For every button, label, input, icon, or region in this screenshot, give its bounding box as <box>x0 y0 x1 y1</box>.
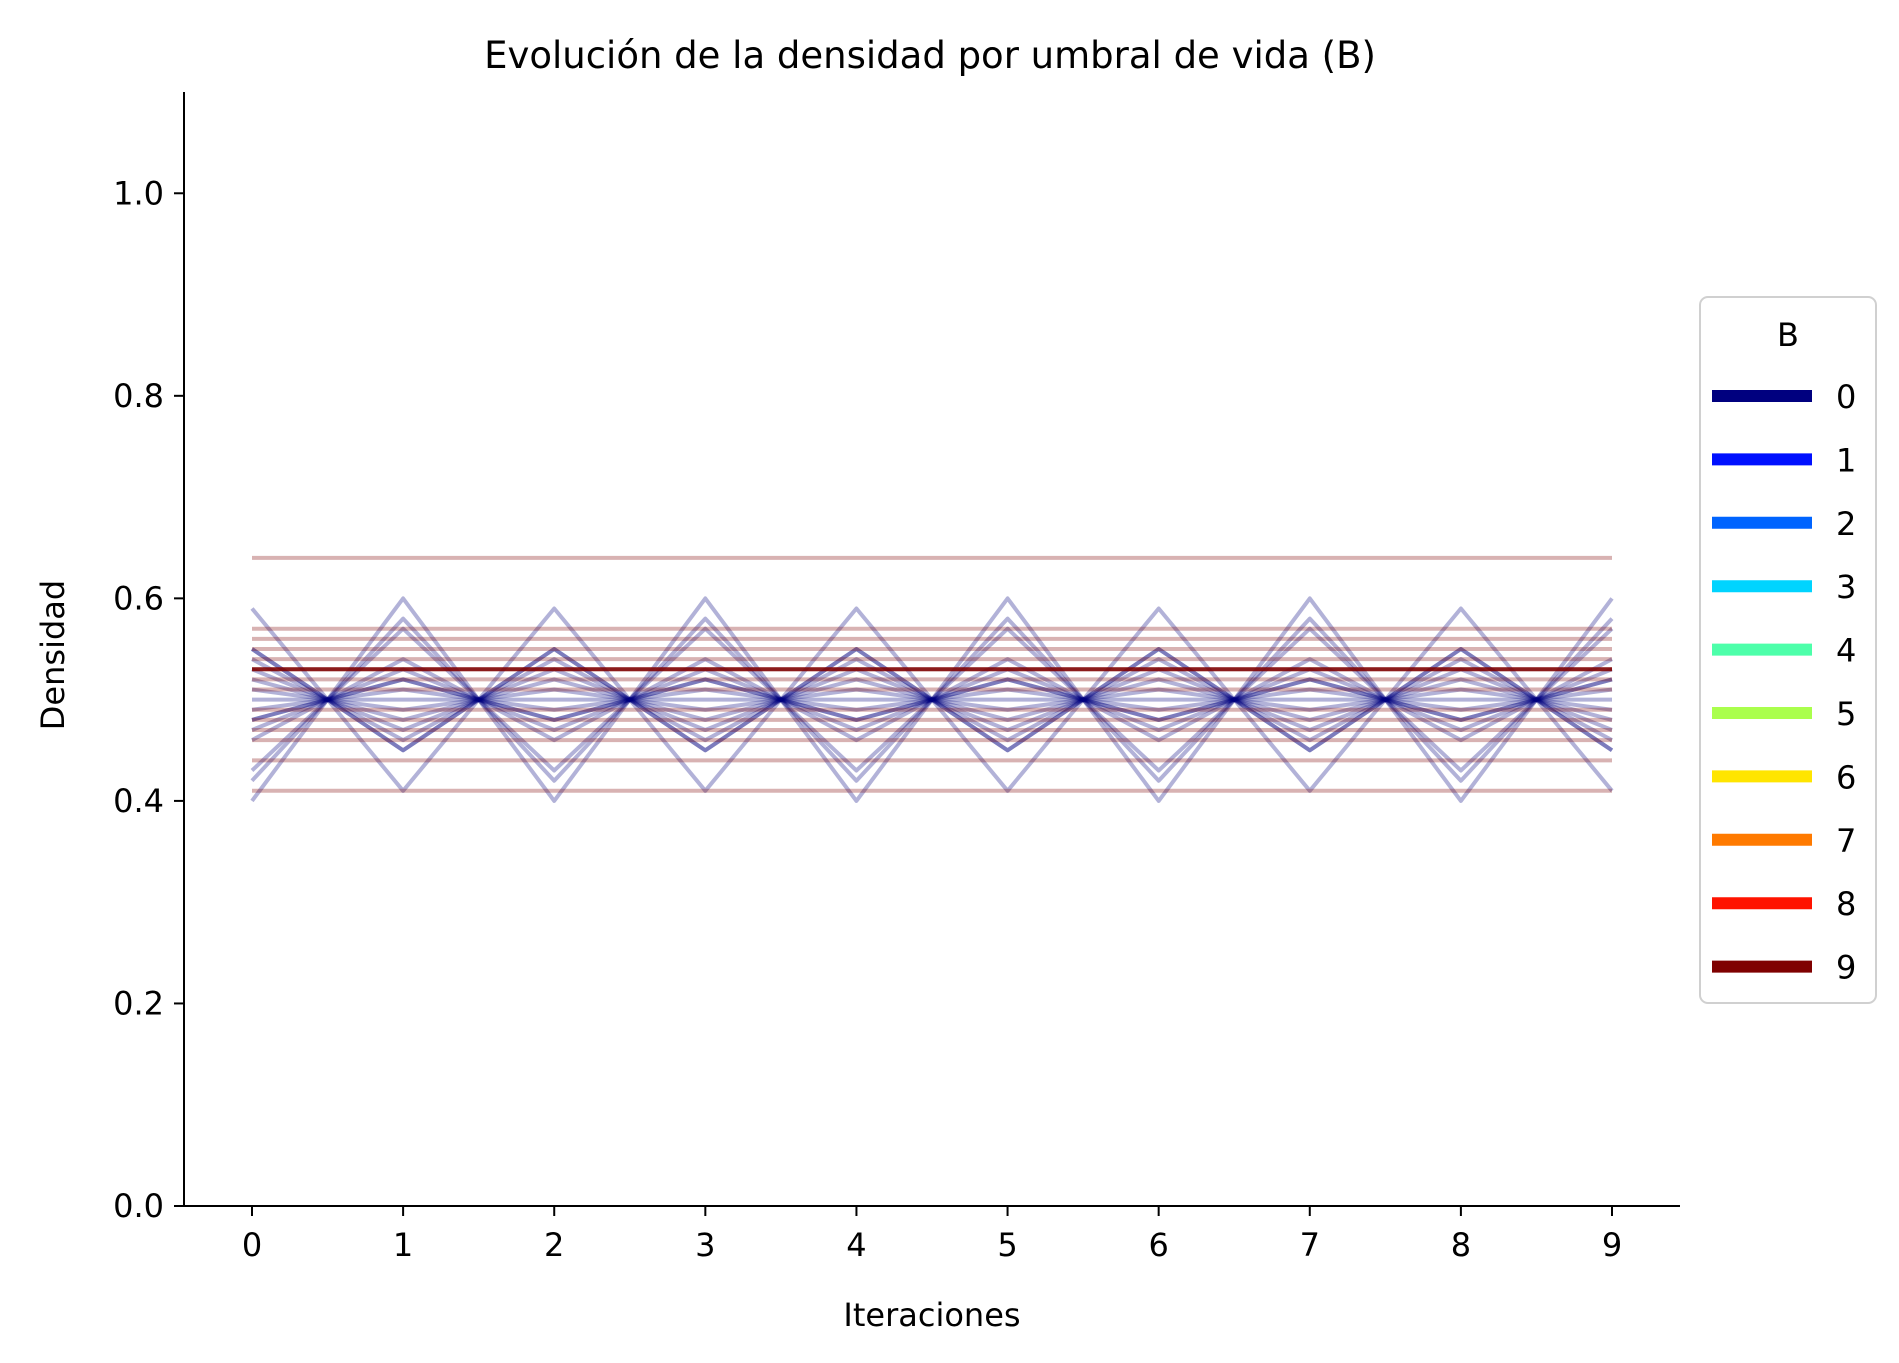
x-ticks: 0 1 2 3 4 5 6 7 8 9 <box>242 1206 1622 1264</box>
series-layer <box>250 555 1614 803</box>
legend-label-7: 7 <box>1836 822 1856 860</box>
y-ticks: 0.0 0.2 0.4 0.6 0.8 1.0 <box>113 174 184 1225</box>
legend-label-2: 2 <box>1836 505 1856 543</box>
series-line-8 <box>251 677 1613 722</box>
series-line-6 <box>251 657 1613 743</box>
x-tick-label: 6 <box>1148 1226 1168 1264</box>
legend: B 0 1 2 3 4 5 6 7 8 9 <box>1699 296 1877 1004</box>
x-tick-label: 5 <box>997 1226 1017 1264</box>
x-tick-label: 2 <box>544 1226 564 1264</box>
series-line-7 <box>251 667 1613 732</box>
series-line-10 <box>251 687 1613 712</box>
legend-entries: 0 1 2 3 4 5 6 7 8 9 <box>1712 378 1856 987</box>
x-axis-label: Iteraciones <box>843 1296 1020 1334</box>
series-line-11 <box>251 687 1613 712</box>
y-tick-label: 0.4 <box>113 782 164 820</box>
y-tick-label: 0.6 <box>113 579 164 617</box>
x-tick-label: 4 <box>846 1226 866 1264</box>
series-line-0 <box>250 596 1614 803</box>
series-line-5 <box>251 657 1613 743</box>
x-tick-label: 1 <box>393 1226 413 1264</box>
y-tick-label: 0.2 <box>113 984 164 1022</box>
x-tick-label: 8 <box>1451 1226 1471 1264</box>
series-line-9 <box>251 677 1613 722</box>
legend-label-5: 5 <box>1836 695 1856 733</box>
legend-label-6: 6 <box>1836 758 1856 796</box>
series-line-13 <box>251 667 1613 732</box>
series-line-1 <box>250 606 1614 793</box>
legend-label-4: 4 <box>1836 632 1856 670</box>
legend-label-0: 0 <box>1836 378 1856 416</box>
y-tick-label: 0.8 <box>113 377 164 415</box>
y-tick-label: 0.0 <box>113 1187 164 1225</box>
y-tick-label: 1.0 <box>113 174 164 212</box>
series-line-15 <box>251 677 1613 722</box>
x-tick-label: 3 <box>695 1226 715 1264</box>
series-line-4 <box>250 647 1614 753</box>
x-tick-label: 9 <box>1602 1226 1622 1264</box>
series-line-2 <box>250 616 1614 783</box>
series-line-3 <box>250 626 1614 773</box>
series-line-14 <box>250 647 1614 753</box>
legend-title: B <box>1777 316 1799 354</box>
chart-title: Evolución de la densidad por umbral de v… <box>484 34 1376 77</box>
legend-label-1: 1 <box>1836 441 1856 479</box>
legend-label-3: 3 <box>1836 568 1856 606</box>
x-tick-label: 7 <box>1300 1226 1320 1264</box>
legend-label-8: 8 <box>1836 885 1856 923</box>
y-axis-label: Densidad <box>34 580 72 730</box>
legend-label-9: 9 <box>1836 949 1856 987</box>
x-tick-label: 0 <box>242 1226 262 1264</box>
